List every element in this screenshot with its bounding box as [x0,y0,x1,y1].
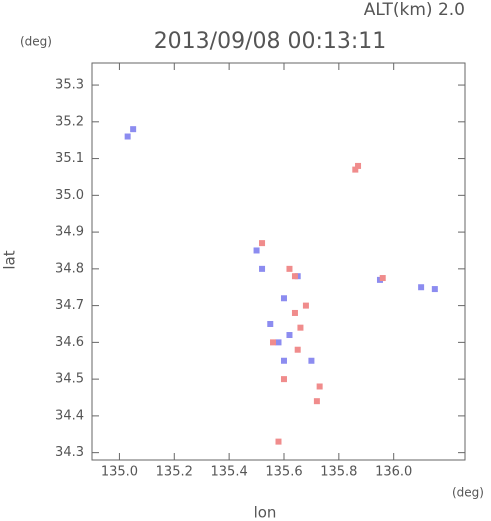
y-tick-label: 34.5 [55,372,84,387]
data-point [302,302,309,309]
data-point [352,166,359,173]
data-point [286,265,293,272]
y-axis-label: lat [1,250,19,269]
data-point [267,320,274,327]
y-tick-label: 35.0 [55,188,84,203]
y-tick-label: 35.1 [55,151,84,166]
data-point [431,286,438,293]
x-unit: (deg) [452,486,484,500]
y-tick-label: 34.3 [55,445,84,460]
y-tick-label: 34.4 [55,408,84,423]
data-point [308,357,315,364]
data-point [418,284,425,291]
data-point [259,240,266,247]
data-point [270,339,277,346]
x-tick-label: 135.2 [156,465,193,480]
data-point [291,273,298,280]
chart-title: 2013/09/08 00:13:11 [154,29,387,54]
data-point [275,339,282,346]
data-point [291,309,298,316]
data-point [280,295,287,302]
data-point [316,383,323,390]
plot-frame [91,62,466,461]
data-point [280,357,287,364]
data-point [280,376,287,383]
subtitle: ALT(km) 2.0 [364,0,465,20]
data-point [294,346,301,353]
data-point [286,332,293,339]
data-point [379,275,386,282]
data-point [275,438,282,445]
data-point [130,126,137,133]
data-point [297,324,304,331]
data-point [355,162,362,169]
x-tick-label: 135.8 [320,465,357,480]
y-tick-label: 34.6 [55,335,84,350]
data-point [253,247,260,254]
data-point [313,398,320,405]
x-tick-label: 135.4 [211,465,248,480]
data-point [259,265,266,272]
x-tick-label: 135.0 [101,465,138,480]
y-tick-label: 35.2 [55,114,84,129]
y-unit: (deg) [20,35,52,49]
y-tick-label: 35.3 [55,78,84,93]
data-point [124,133,131,140]
y-tick-label: 34.7 [55,298,84,313]
y-tick-label: 34.9 [55,225,84,240]
y-tick-label: 34.8 [55,261,84,276]
x-tick-label: 135.6 [265,465,302,480]
x-tick-label: 136.0 [375,465,412,480]
x-axis-label: lon [254,504,277,521]
